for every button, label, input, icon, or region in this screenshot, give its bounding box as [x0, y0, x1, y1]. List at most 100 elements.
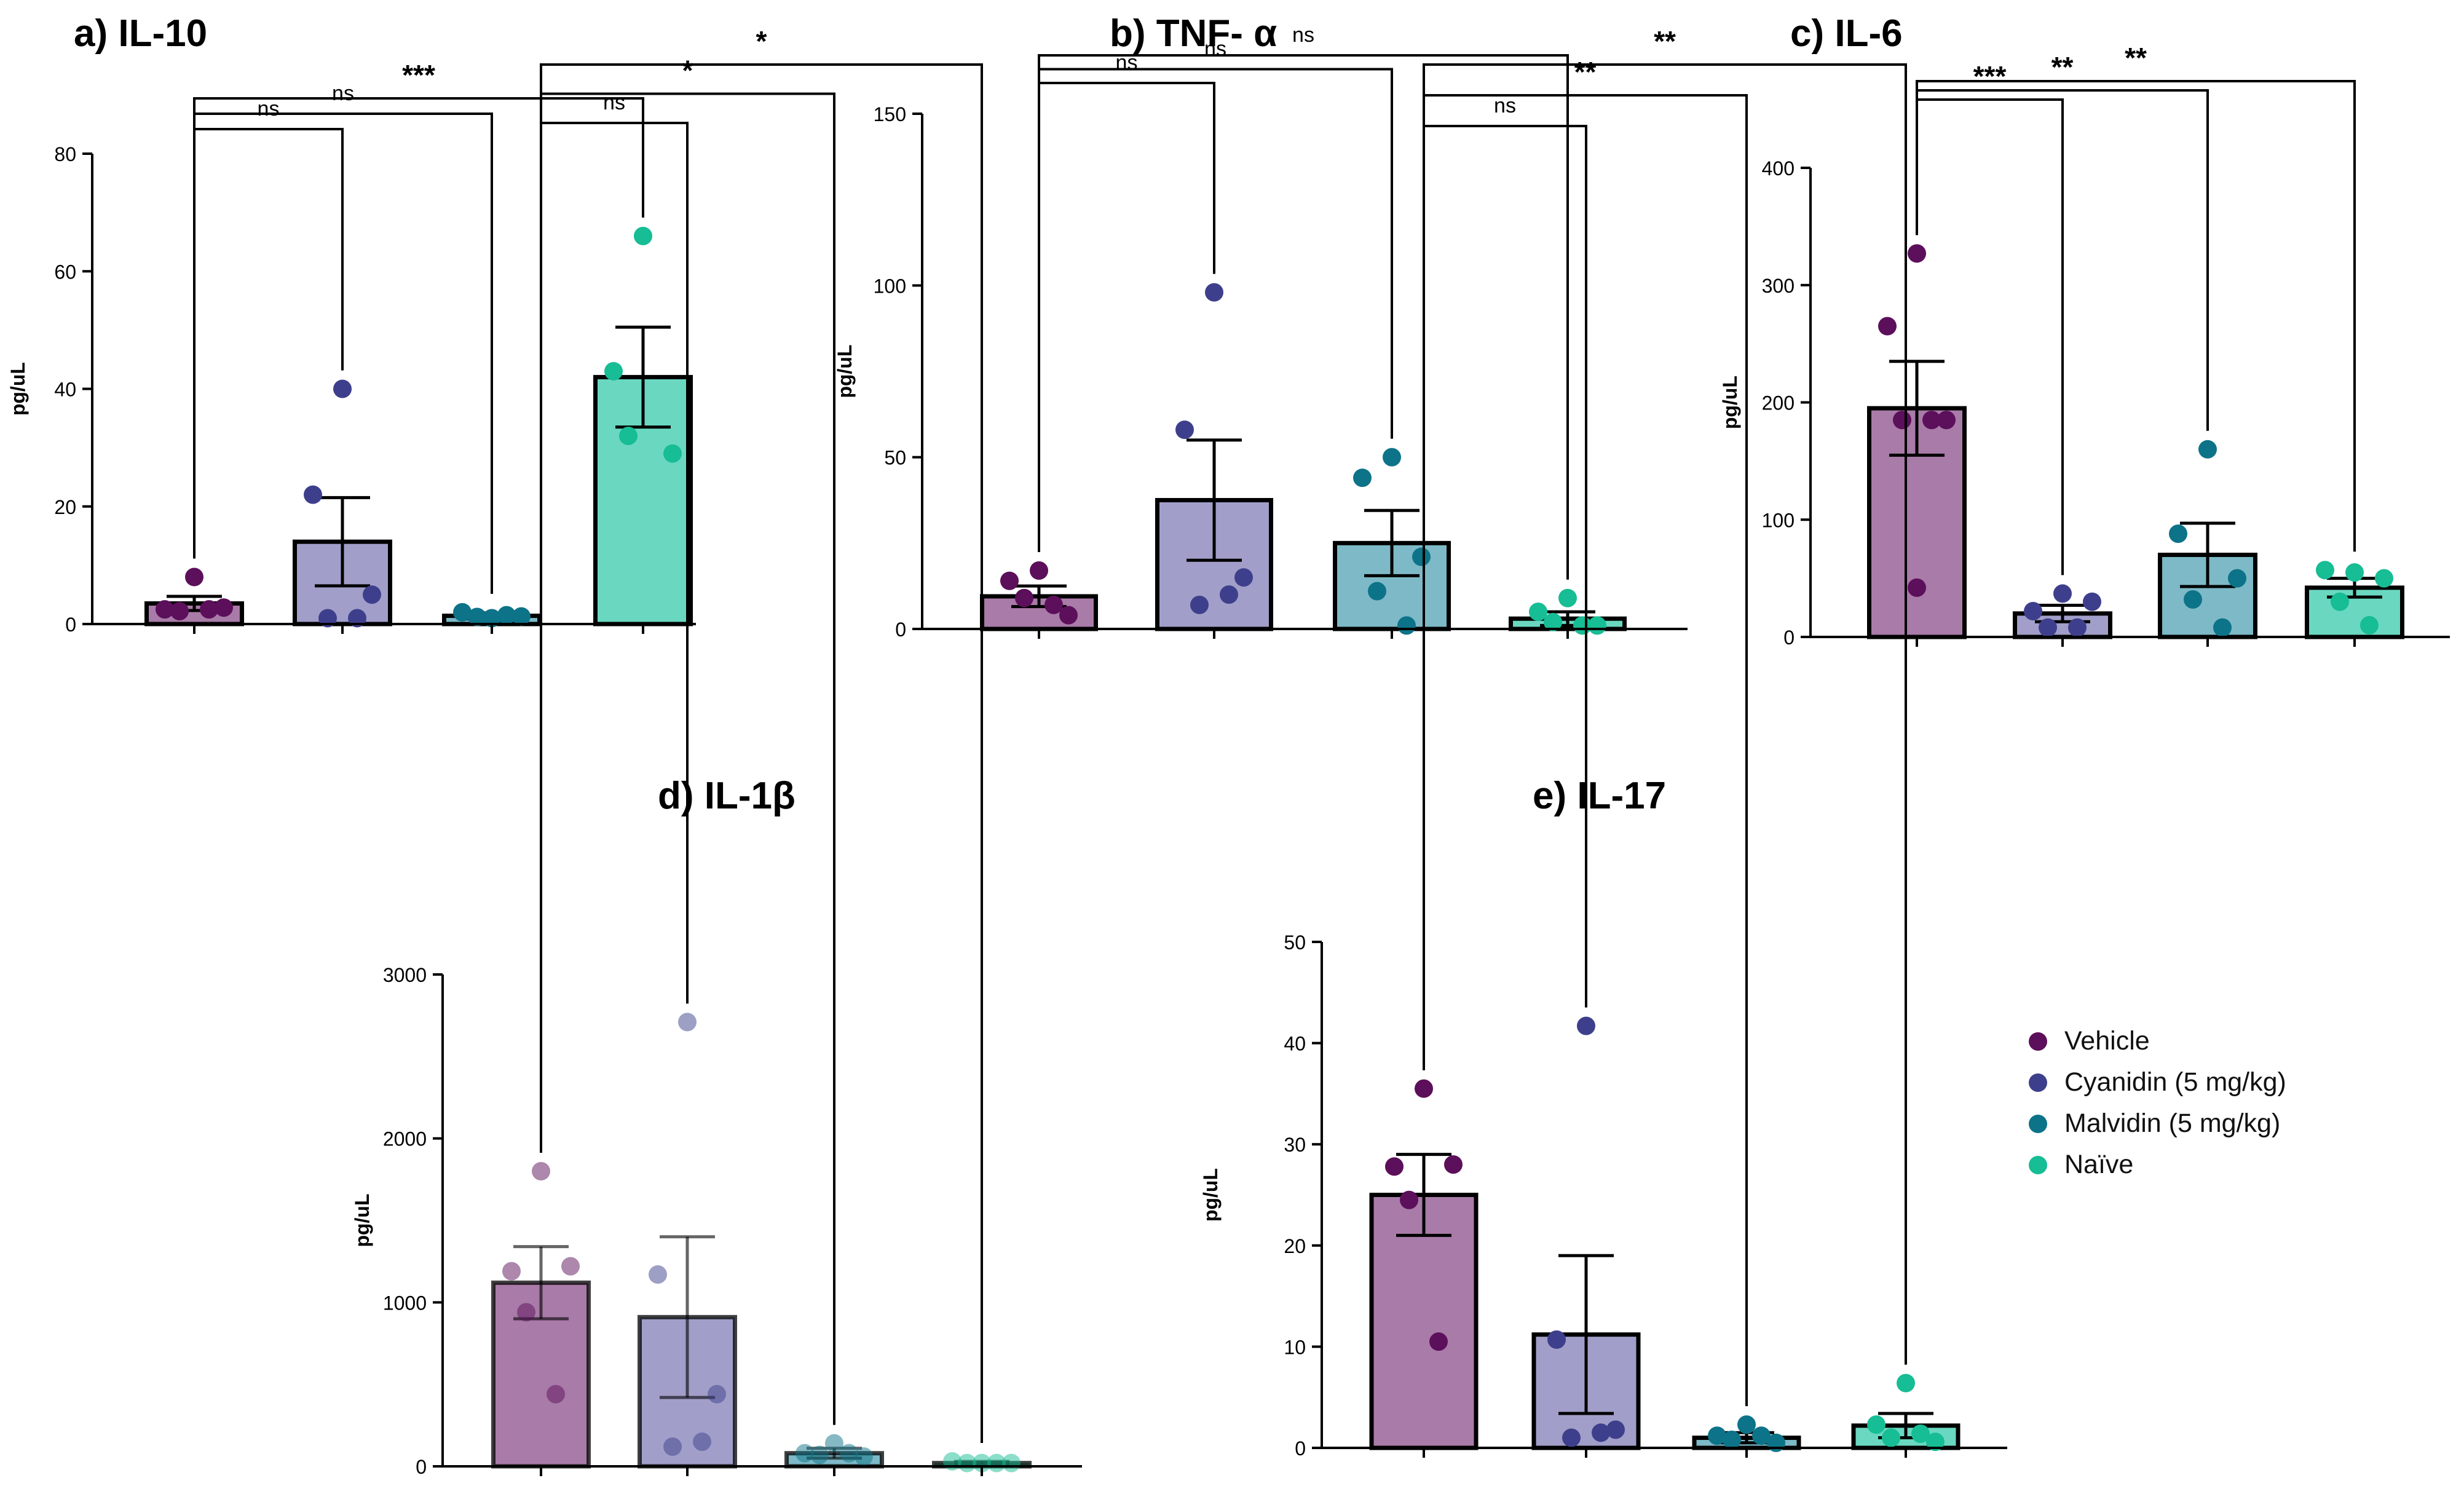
panel-5-bar-1 — [1369, 1193, 1479, 1450]
panel-3-point-4-5 — [2360, 615, 2379, 634]
panel-4-ytick-label-4: 3000 — [383, 964, 427, 986]
panel-3-ytick-label-2: 100 — [1762, 509, 1795, 531]
panel-1-ylabel: pg/uL — [7, 362, 29, 416]
panel-5-point-2-4 — [1562, 1428, 1581, 1447]
panel-1-point-2-5 — [348, 609, 366, 628]
panel-5-point-1-2 — [1385, 1157, 1404, 1176]
panel-3-point-4-1 — [2345, 563, 2364, 582]
panel-1-point-2-4 — [318, 609, 337, 628]
panel-1-ytick-label-1: 0 — [65, 614, 76, 636]
panel-5-point-1-3 — [1444, 1155, 1463, 1174]
panel-2-point-2-2 — [1175, 420, 1194, 439]
legend-marker-malvidin — [2029, 1114, 2047, 1133]
panel-3-point-1-6 — [1908, 578, 1926, 597]
panel-3-ytick-label-1: 0 — [1783, 626, 1795, 649]
panel-2-point-3-5 — [1397, 616, 1416, 635]
legend-label-cyanidin: Cyanidin (5 mg/kg) — [2064, 1067, 2286, 1097]
panel-1-point-4-2 — [604, 362, 623, 381]
panel-5-bracket-3 — [1423, 63, 1907, 1365]
panel-4-point-1-1 — [532, 1162, 550, 1180]
panel-4-ylabel: pg/uL — [351, 1193, 373, 1247]
panel-4-ytick-label-2: 1000 — [383, 1292, 427, 1314]
panel-3-point-3-5 — [2213, 618, 2232, 637]
panel-3-point-1-2 — [1878, 317, 1897, 336]
panel-5-significance-label-1: ns — [1494, 94, 1516, 117]
legend-item-malvidin: Malvidin (5 mg/kg) — [2029, 1103, 2286, 1144]
panel-1-point-1-5 — [200, 600, 218, 619]
panel-3-point-1-5 — [1922, 411, 1941, 430]
panel-1-point-4-1 — [634, 226, 652, 245]
panel-4-point-2-5 — [693, 1433, 711, 1451]
panel-5-point-4-5 — [1911, 1424, 1930, 1443]
legend: Vehicle Cyanidin (5 mg/kg) Malvidin (5 m… — [2029, 1021, 2286, 1185]
panel-2-point-4-1 — [1558, 588, 1577, 607]
panel-5-ytick-label-1: 0 — [1295, 1437, 1306, 1460]
panel-1-point-2-2 — [304, 485, 322, 504]
panel-5-ytick-label-2: 10 — [1284, 1336, 1306, 1358]
panel-3-point-2-3 — [2083, 592, 2101, 611]
panel-2-point-3-2 — [1353, 468, 1372, 488]
panel-5-ytick-label-4: 30 — [1284, 1134, 1306, 1156]
panel-5-point-4-4 — [1882, 1428, 1900, 1447]
panel-2-ytick-label-1: 0 — [895, 619, 906, 641]
panel-2-point-2-3 — [1234, 568, 1253, 587]
panel-5-point-4-1 — [1897, 1373, 1915, 1393]
panel-5-point-2-5 — [1592, 1423, 1610, 1442]
panel-4-point-2-2 — [649, 1265, 667, 1284]
panel-1-point-2-3 — [363, 585, 381, 604]
panel-3-point-4-4 — [2331, 592, 2349, 611]
panel-4-point-4-3 — [1002, 1453, 1021, 1472]
panel-5-title: e) IL-17 — [1533, 775, 1666, 817]
panel-3-point-4-3 — [2375, 569, 2393, 588]
panel-1-ytick-label-3: 40 — [54, 379, 76, 401]
panel-1-ytick-label-4: 60 — [54, 261, 76, 283]
panel-2-significance-label-2: ns — [1204, 38, 1226, 61]
legend-label-naive: Naïve — [2064, 1150, 2134, 1179]
panel-3-ytick-label-4: 300 — [1762, 275, 1795, 297]
panel-4-point-4-1 — [973, 1453, 991, 1472]
panel-4-title: d) IL-1β — [658, 775, 796, 817]
panel-3-point-3-3 — [2228, 569, 2246, 588]
panel-5-point-3-5 — [1752, 1426, 1771, 1445]
panel-1-point-3-2 — [453, 603, 472, 622]
panel-1-point-2-1 — [333, 379, 352, 398]
panel-3-significance-label-3: ** — [2125, 42, 2147, 74]
panel-4-point-1-4 — [517, 1303, 535, 1322]
panel-1-point-1-4 — [170, 601, 189, 620]
panel-2-point-3-4 — [1368, 582, 1386, 601]
panel-4-point-1-2 — [502, 1262, 521, 1281]
panel-1-point-1-3 — [215, 598, 233, 617]
panel-5-point-3-4 — [1723, 1430, 1741, 1449]
panel-5-point-2-1 — [1577, 1016, 1595, 1035]
panel-5-ytick-label-3: 20 — [1284, 1235, 1306, 1257]
panel-3-point-3-4 — [2184, 590, 2202, 609]
panel-1-significance-label-1: ns — [258, 97, 280, 121]
panel-5-point-2-2 — [1547, 1330, 1566, 1349]
panel-5-ytick-label-6: 50 — [1284, 931, 1306, 954]
panel-2-ylabel: pg/uL — [834, 344, 856, 398]
legend-item-vehicle: Vehicle — [2029, 1021, 2286, 1062]
panel-2-point-3-3 — [1412, 547, 1431, 566]
panel-4-point-1-3 — [561, 1257, 580, 1276]
panel-5-ylabel: pg/uL — [1199, 1168, 1222, 1222]
panel-3-point-2-2 — [2024, 602, 2042, 621]
panel-2-point-3-1 — [1383, 448, 1401, 467]
panel-4-significance-label-2: * — [682, 55, 693, 87]
panel-1-point-3-4 — [468, 607, 486, 626]
panel-3-point-1-4 — [1893, 411, 1911, 430]
legend-marker-naive — [2029, 1155, 2047, 1174]
panel-1-title: a) IL-10 — [74, 12, 207, 55]
panel-5-significance-label-3: ** — [1654, 25, 1676, 57]
panel-4-ytick-label-1: 0 — [416, 1456, 427, 1478]
panel-5-point-2-3 — [1606, 1420, 1625, 1439]
panel-2-point-4-4 — [1544, 612, 1562, 631]
panel-3-ylabel: pg/uL — [1719, 376, 1741, 429]
panel-5-point-4-2 — [1867, 1415, 1886, 1434]
panel-3-point-2-4 — [2039, 618, 2057, 637]
panel-5-point-1-5 — [1429, 1332, 1448, 1351]
panel-2-significance-label-3: ns — [1292, 23, 1314, 47]
panel-1-ytick-label-5: 80 — [54, 143, 76, 165]
panel-3-point-1-3 — [1937, 411, 1956, 430]
panel-4-point-3-1 — [825, 1434, 843, 1453]
panel-2-bracket-1 — [1038, 82, 1215, 553]
